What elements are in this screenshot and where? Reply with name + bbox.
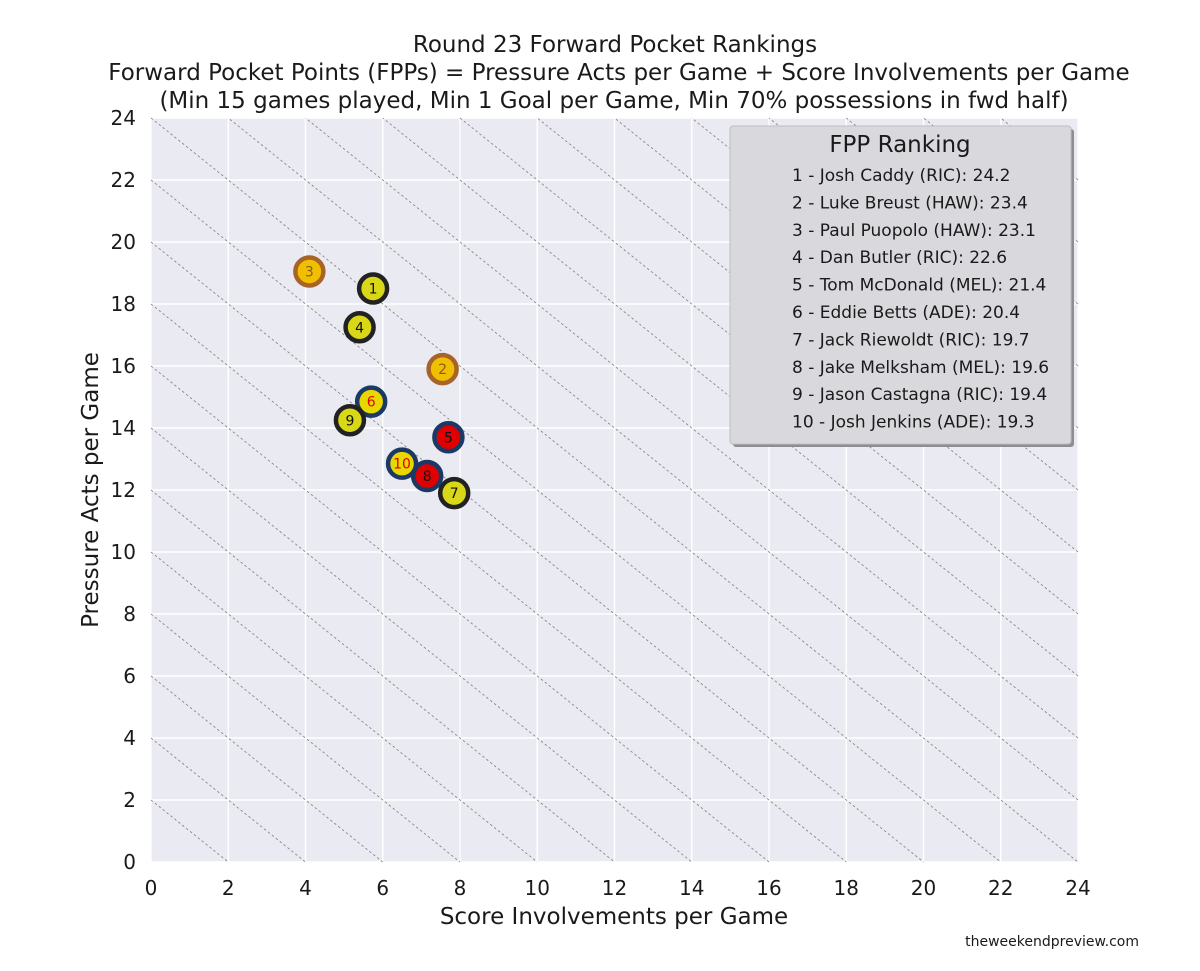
scatter-point: 7 — [437, 476, 471, 510]
y-tick-label: 4 — [123, 726, 136, 750]
diagonal-reference-line — [150, 427, 693, 863]
y-tick-label: 10 — [111, 540, 136, 564]
point-label: 3 — [305, 264, 314, 280]
legend-entry: 5 - Tom McDonald (MEL): 21.4 — [792, 276, 1046, 296]
y-axis-label: Pressure Acts per Game — [78, 352, 104, 628]
point-label: 1 — [369, 282, 378, 298]
data-points: 1 2 3 4 5 6 7 8 9 10 — [293, 255, 471, 510]
point-marker — [354, 385, 388, 418]
x-tick-label: 8 — [454, 876, 467, 900]
point-marker — [426, 352, 459, 386]
y-tick-label: 16 — [111, 354, 136, 378]
point-label: 8 — [423, 469, 432, 485]
diagonal-reference-line — [150, 365, 770, 863]
diagonal-reference-line — [150, 303, 847, 863]
legend-entry: 9 - Jason Castagna (RIC): 19.4 — [792, 385, 1047, 405]
y-tick-label: 22 — [111, 168, 136, 192]
x-tick-label: 24 — [1065, 876, 1090, 900]
y-tick-label: 2 — [123, 788, 136, 812]
x-tick-label: 20 — [911, 876, 936, 900]
source-credit: theweekendpreview.com — [965, 934, 1139, 950]
y-tick-label: 12 — [111, 478, 136, 502]
x-tick-label: 10 — [525, 876, 550, 900]
legend-entry: 10 - Josh Jenkins (ADE): 19.3 — [792, 413, 1035, 433]
diagonal-reference-line — [150, 179, 1002, 863]
x-tick-label: 16 — [756, 876, 781, 900]
legend-box — [729, 125, 1072, 445]
scatter-point: 8 — [410, 459, 444, 493]
diagonal-reference-line — [150, 117, 1079, 863]
point-label: 5 — [444, 430, 453, 446]
x-tick-label: 0 — [145, 876, 158, 900]
legend-entry: 2 - Luke Breust (HAW): 23.4 — [792, 193, 1028, 213]
title-line-1: Round 23 Forward Pocket Rankings — [413, 32, 817, 58]
scatter-point: 6 — [354, 385, 388, 418]
diagonal-reference-line — [227, 117, 1079, 801]
legend-entry: 4 - Dan Butler (RIC): 22.6 — [792, 248, 1007, 268]
legend-entry: 3 - Paul Puopolo (HAW): 23.1 — [792, 221, 1036, 241]
scatter-point: 10 — [385, 447, 419, 480]
y-tick-label: 20 — [111, 230, 136, 254]
y-tick-label: 0 — [123, 850, 136, 874]
point-label: 7 — [450, 486, 459, 502]
title-line-2: Forward Pocket Points (FPPs) = Pressure … — [108, 60, 1129, 86]
diagonal-reference-line — [150, 241, 924, 863]
scatter-point: 1 — [356, 272, 390, 305]
legend-entry: 6 - Eddie Betts (ADE): 20.4 — [792, 303, 1020, 323]
point-marker — [356, 272, 390, 305]
y-tick-label: 8 — [123, 602, 136, 626]
x-tick-label: 14 — [679, 876, 704, 900]
point-label: 10 — [393, 457, 411, 473]
legend-entry: 8 - Jake Melksham (MEL): 19.6 — [792, 358, 1049, 378]
point-marker — [437, 476, 471, 510]
chart-title: Round 23 Forward Pocket Rankings Forward… — [108, 32, 1129, 114]
scatter-point: 9 — [333, 404, 367, 437]
point-label: 9 — [345, 413, 354, 429]
x-axis-ticks: 0 2 4 6 8 10 12 14 16 18 20 22 24 — [145, 876, 1091, 900]
point-label: 4 — [355, 320, 364, 336]
diagonal-reference-line — [150, 799, 229, 863]
x-tick-label: 22 — [988, 876, 1013, 900]
diagonal-reference-line — [150, 489, 615, 863]
diagonal-reference-line — [150, 737, 306, 863]
y-tick-label: 6 — [123, 664, 136, 688]
point-marker — [432, 421, 465, 454]
point-label: 2 — [438, 362, 447, 378]
legend-entry: 1 - Josh Caddy (RIC): 24.2 — [792, 166, 1011, 186]
x-tick-label: 4 — [299, 876, 312, 900]
y-tick-label: 24 — [111, 106, 136, 130]
point-marker — [293, 255, 326, 288]
x-tick-label: 6 — [376, 876, 389, 900]
x-tick-label: 18 — [834, 876, 859, 900]
point-marker — [410, 459, 444, 493]
scatter-point: 3 — [293, 255, 326, 288]
x-axis-label: Score Involvements per Game — [440, 904, 788, 930]
legend-title: FPP Ranking — [829, 132, 970, 158]
legend: FPP Ranking 1 - Josh Caddy (RIC): 24.2 2 … — [729, 125, 1074, 447]
legend-entry: 7 - Jack Riewoldt (RIC): 19.7 — [792, 330, 1030, 350]
diagonal-reference-line — [150, 613, 461, 863]
point-marker — [385, 447, 419, 480]
diagonal-reference-line — [305, 117, 1079, 739]
scatter-point: 2 — [426, 352, 459, 386]
scatter-point: 4 — [343, 311, 376, 344]
point-marker — [333, 404, 367, 437]
legend-entries: 1 - Josh Caddy (RIC): 24.2 2 - Luke Breus… — [792, 166, 1049, 433]
x-tick-label: 12 — [602, 876, 627, 900]
scatter-point: 5 — [432, 421, 465, 454]
y-tick-label: 14 — [111, 416, 136, 440]
point-marker — [343, 311, 376, 344]
point-label: 6 — [367, 395, 376, 411]
title-line-3: (Min 15 games played, Min 1 Goal per Gam… — [159, 88, 1068, 114]
y-tick-label: 18 — [111, 292, 136, 316]
x-tick-label: 2 — [222, 876, 235, 900]
